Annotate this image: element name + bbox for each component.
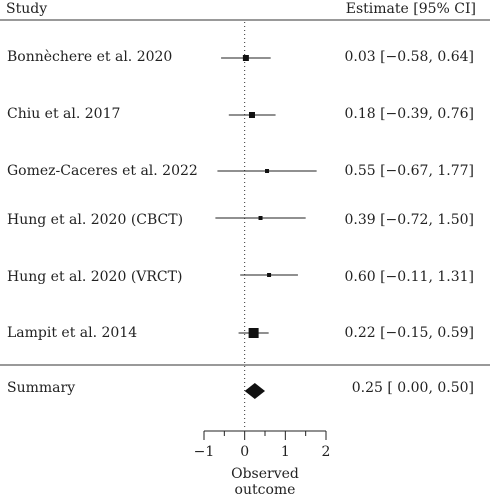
estimate-label-1: 0.03 [−0.58, 0.64] (344, 49, 474, 65)
forest-plot: −1 0 1 2 (0, 19, 490, 460)
estimate-label-3: 0.55 [−0.67, 1.77] (344, 163, 474, 179)
point-estimate (267, 273, 272, 277)
study-label-6: Lampit et al. 2014 (7, 325, 138, 341)
study-label-5: Hung et al. 2020 (VRCT) (7, 269, 183, 285)
summary-estimate-label: 0.25 [ 0.00, 0.50] (351, 380, 474, 396)
x-tick-label: −1 (194, 444, 215, 460)
x-tick-label: 2 (322, 444, 331, 460)
study-label-2: Chiu et al. 2017 (7, 106, 121, 122)
study-label-1: Bonnèchere et al. 2020 (7, 49, 173, 65)
x-tick-label: 0 (240, 444, 249, 460)
study-label-3: Gomez-Caceres et al. 2022 (7, 163, 198, 179)
estimate-label-5: 0.60 [−0.11, 1.31] (344, 269, 474, 285)
study-label-4: Hung et al. 2020 (CBCT) (7, 212, 184, 228)
x-tick-label: 1 (281, 444, 290, 460)
summary-label: Summary (7, 380, 76, 396)
estimate-label-2: 0.18 [−0.39, 0.76] (344, 106, 474, 122)
estimate-label-4: 0.39 [−0.72, 1.50] (344, 212, 474, 228)
point-estimate (258, 216, 263, 220)
point-estimate (248, 112, 255, 118)
point-estimate (265, 169, 270, 173)
header-estimate: Estimate [95% CI] (345, 1, 476, 17)
point-estimate (248, 328, 259, 338)
x-axis-label: Observed outcome (231, 466, 299, 498)
summary-diamond (244, 383, 265, 399)
point-estimate (242, 55, 249, 61)
header-study: Study (6, 1, 48, 17)
estimate-label-6: 0.22 [−0.15, 0.59] (344, 325, 474, 341)
